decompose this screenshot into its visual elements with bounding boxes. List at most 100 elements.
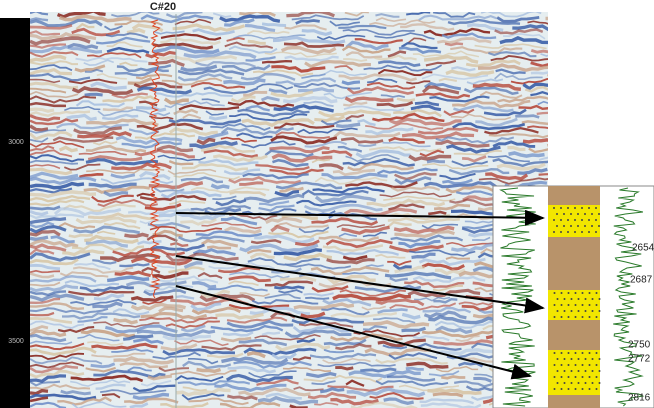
sand-dot [585, 310, 587, 312]
sand-dot [582, 352, 584, 354]
reflector [515, 116, 539, 118]
sand-dot [554, 304, 556, 306]
sand-dot [595, 219, 597, 221]
sand-dot [561, 376, 563, 378]
reflector [209, 117, 227, 119]
sand-dot [556, 225, 558, 227]
sand-dot [578, 310, 580, 312]
sand-dot [554, 352, 556, 354]
sand-dot [578, 358, 580, 360]
sand-dot [571, 370, 573, 372]
sand-dot [571, 310, 573, 312]
sand-dot [585, 358, 587, 360]
sand-dot [596, 304, 598, 306]
sand-dot [596, 316, 598, 318]
sand-dot [564, 370, 566, 372]
sand-dot [581, 219, 583, 221]
sand-dot [582, 364, 584, 366]
reflector [30, 18, 48, 20]
sand-dot [553, 219, 555, 221]
sand-dot [589, 388, 591, 390]
reflector [124, 234, 148, 236]
sand-dot [578, 382, 580, 384]
sand-dot [557, 358, 559, 360]
sand-dot [568, 388, 570, 390]
sand-dot [595, 207, 597, 209]
sand-dot [564, 298, 566, 300]
sand-dot [585, 382, 587, 384]
sand-dot [596, 388, 598, 390]
reflector [342, 82, 360, 84]
sand-dot [578, 370, 580, 372]
sand-dot [553, 231, 555, 233]
sand-dot [596, 292, 598, 294]
sand-dot [582, 316, 584, 318]
sand-dot [577, 225, 579, 227]
depth-label: 2772 [628, 354, 651, 365]
log-inset [493, 186, 654, 408]
reflector [445, 44, 463, 45]
sand-dot [567, 219, 569, 221]
depth-label: 2750 [628, 340, 651, 351]
sand-dot [564, 358, 566, 360]
sand-dot [589, 292, 591, 294]
reflector [298, 89, 334, 91]
sand-dot [560, 219, 562, 221]
sand-dot [598, 213, 600, 215]
sand-dot [589, 364, 591, 366]
sand-dot [564, 382, 566, 384]
sand-dot [599, 298, 601, 300]
reflector [30, 237, 48, 239]
sand-dot [568, 292, 570, 294]
sand-dot [575, 316, 577, 318]
sand-dot [589, 376, 591, 378]
sand-dot [582, 388, 584, 390]
reflector [335, 367, 353, 369]
sand-dot [599, 370, 601, 372]
sand-dot [556, 213, 558, 215]
sand-dot [575, 364, 577, 366]
sand-dot [553, 207, 555, 209]
sand-dot [585, 370, 587, 372]
sand-dot [564, 310, 566, 312]
sand-dot [599, 382, 601, 384]
sand-dot [575, 304, 577, 306]
sand-dot [575, 352, 577, 354]
sand-dot [582, 304, 584, 306]
sand-dot [575, 376, 577, 378]
sand-layer [548, 290, 600, 320]
reflector [262, 24, 286, 26]
sand-dot [592, 370, 594, 372]
sand-dot [561, 352, 563, 354]
sand-dot [571, 298, 573, 300]
reflector [507, 148, 525, 150]
sand-dot [571, 358, 573, 360]
sand-layer [548, 205, 600, 237]
sand-dot [563, 225, 565, 227]
reflector [85, 94, 103, 95]
time-label: 3500 [8, 338, 24, 345]
sand-dot [554, 364, 556, 366]
sand-dot [568, 352, 570, 354]
sand-dot [571, 382, 573, 384]
reflector [305, 298, 329, 299]
sand-dot [561, 292, 563, 294]
sand-dot [582, 292, 584, 294]
sand-dot [568, 376, 570, 378]
sand-dot [574, 207, 576, 209]
sand-dot [570, 213, 572, 215]
sand-dot [560, 207, 562, 209]
sand-dot [589, 352, 591, 354]
sand-dot [561, 364, 563, 366]
sand-dot [567, 207, 569, 209]
reflector [69, 235, 93, 237]
sand-dot [592, 298, 594, 300]
sand-dot [575, 388, 577, 390]
sand-dot [599, 358, 601, 360]
sand-dot [588, 219, 590, 221]
reflector [441, 377, 465, 379]
sand-dot [584, 213, 586, 215]
sand-dot [581, 231, 583, 233]
sand-dot [588, 231, 590, 233]
sand-dot [557, 382, 559, 384]
